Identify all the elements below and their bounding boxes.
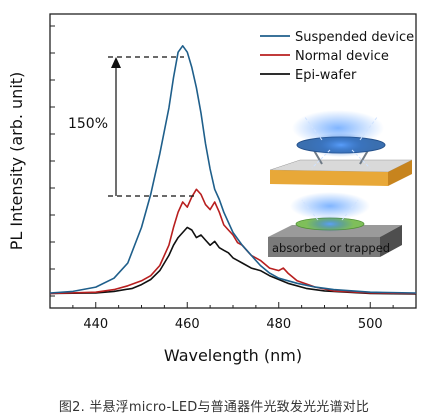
inset2-glow-center	[306, 216, 354, 232]
inset-suspended-schematic	[269, 110, 413, 186]
annotation-arrow-head	[111, 57, 121, 68]
inset-label-absorbed: absorbed or trapped	[272, 241, 390, 255]
inset-ray-4	[351, 149, 371, 169]
legend-label-epi: Epi-wafer	[295, 68, 357, 83]
y-axis-label: PL Intensity (arb. unit)	[7, 72, 26, 251]
inset-ray-3	[311, 149, 331, 169]
inset-substrate-front	[270, 170, 388, 186]
enhancement-annotation: 150%	[68, 56, 196, 197]
annotation-label-150: 150%	[68, 116, 108, 132]
x-tick-label: 500	[358, 317, 383, 332]
x-axis-ticks: 440 460 480 500	[49, 302, 417, 332]
inset-ray-1	[303, 115, 323, 141]
inset2-substrate-side	[380, 225, 402, 257]
series-line-suspended-device	[49, 45, 417, 294]
pl-spectrum-chart: 440 460 480 500 Wavelength (nm) PL Intensit…	[7, 13, 417, 365]
x-axis-label: Wavelength (nm)	[164, 346, 302, 365]
legend-label-normal: Normal device	[295, 49, 389, 64]
inset2-glow-top	[290, 192, 370, 220]
x-tick-label: 480	[266, 317, 291, 332]
inset2-substrate-front	[268, 237, 380, 257]
inset2-ray-2	[341, 199, 359, 221]
legend-label-suspended: Suspended device	[295, 30, 414, 45]
x-tick-label: 460	[175, 317, 200, 332]
series-line-epi-wafer	[49, 226, 417, 295]
inset-normal-schematic: absorbed or trapped	[268, 192, 402, 257]
inset-ray-2	[359, 115, 379, 141]
series-line-normal-device	[49, 188, 417, 295]
series-layer	[49, 45, 417, 295]
inset-glow-center	[307, 133, 375, 157]
inset2-ray-1	[301, 199, 319, 221]
inset-substrate-side	[388, 160, 412, 186]
x-tick-label: 440	[83, 317, 108, 332]
figure-caption: 图2. 半悬浮micro-LED与普通器件光致发光光谱对比	[58, 400, 370, 415]
legend: Suspended device Normal device Epi-wafer	[260, 30, 414, 83]
inset-substrate-top	[269, 159, 413, 173]
y-axis-ticks	[50, 25, 55, 297]
